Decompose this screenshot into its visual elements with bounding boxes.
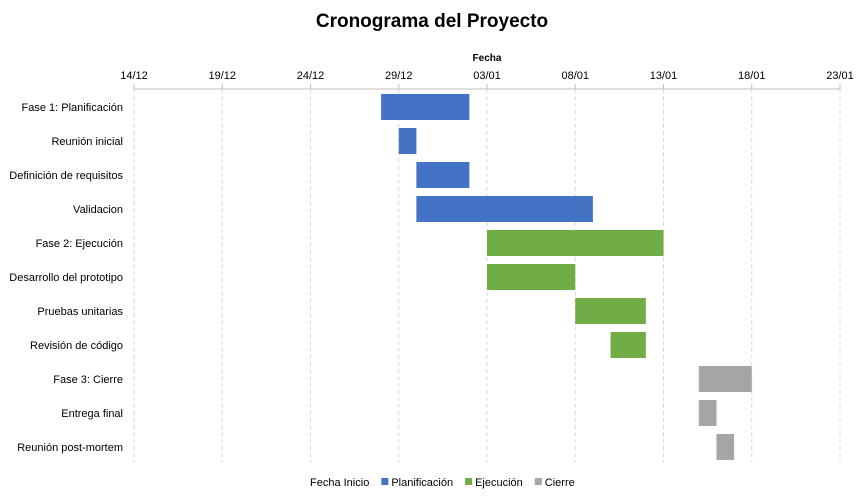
x-axis-title: Fecha xyxy=(473,53,502,64)
legend-label: Planificación xyxy=(391,477,453,489)
legend-label: Ejecución xyxy=(475,477,523,489)
x-axis-ticks: 14/12 19/12 24/12 29/12 03/01 08/01 13/01 18/01… xyxy=(120,70,854,82)
category-labels: Fase 1: Planificación Reunión inicial Defi… xyxy=(9,102,123,454)
category-label: Fase 2: Ejecución xyxy=(36,238,123,250)
gridlines xyxy=(133,84,841,462)
category-label: Pruebas unitarias xyxy=(37,306,123,318)
category-label: Validacion xyxy=(73,204,123,216)
x-tick-label: 14/12 xyxy=(120,70,148,82)
task-bars xyxy=(381,94,752,460)
legend-swatch xyxy=(381,478,389,485)
legend-swatch xyxy=(465,478,473,485)
category-label: Desarrollo del prototipo xyxy=(9,272,123,284)
legend-swatch xyxy=(534,478,542,485)
legend-label: Cierre xyxy=(545,477,575,489)
category-label: Entrega final xyxy=(61,408,123,420)
legend-item: Cierre xyxy=(534,477,575,489)
task-bar xyxy=(716,434,735,460)
task-bar xyxy=(698,366,752,392)
x-tick-label: 03/01 xyxy=(473,70,501,82)
x-tick-label: 18/01 xyxy=(738,70,766,82)
x-tick-label: 13/01 xyxy=(650,70,678,82)
category-label: Definición de requisitos xyxy=(9,170,123,182)
task-bar xyxy=(610,332,646,358)
legend-item: Planificación xyxy=(381,477,453,489)
task-bar xyxy=(398,128,417,154)
task-bar xyxy=(487,230,664,256)
legend-label: Fecha Inicio xyxy=(310,477,369,489)
legend: Fecha Inicio Planificación Ejecución Cierre xyxy=(310,477,575,489)
task-bar xyxy=(416,162,470,188)
category-label: Fase 1: Planificación xyxy=(22,102,124,114)
task-bar xyxy=(487,264,576,290)
chart-title: Cronograma del Proyecto xyxy=(316,11,548,32)
x-tick-label: 19/12 xyxy=(208,70,236,82)
category-label: Fase 3: Cierre xyxy=(53,374,123,386)
category-label: Reunión post-mortem xyxy=(17,442,123,454)
legend-item: Fecha Inicio xyxy=(310,477,369,489)
category-label: Reunión inicial xyxy=(51,136,123,148)
x-tick-label: 08/01 xyxy=(561,70,589,82)
task-bar xyxy=(575,298,646,324)
x-tick-label: 24/12 xyxy=(297,70,325,82)
task-bar xyxy=(381,94,470,120)
x-tick-label: 23/01 xyxy=(826,70,854,82)
task-bar xyxy=(416,196,593,222)
task-bar xyxy=(698,400,717,426)
category-label: Revisión de código xyxy=(30,340,123,352)
x-tick-label: 29/12 xyxy=(385,70,413,82)
legend-item: Ejecución xyxy=(465,477,523,489)
